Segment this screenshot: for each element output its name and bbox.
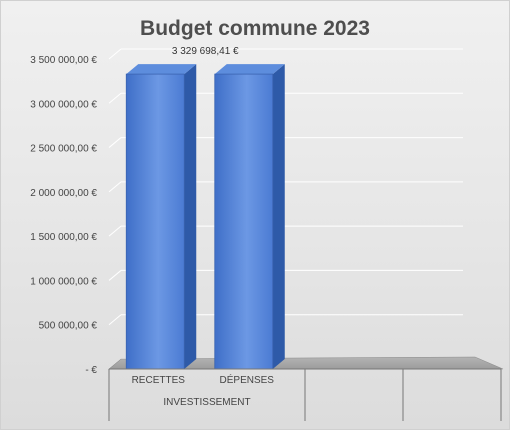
gridline-side bbox=[108, 270, 122, 281]
bar-top bbox=[214, 64, 285, 75]
y-tick-label: - € bbox=[85, 365, 97, 376]
chart-title: Budget commune 2023 bbox=[140, 17, 370, 40]
bar-front bbox=[125, 73, 185, 370]
bar-side bbox=[272, 64, 285, 369]
bar bbox=[125, 64, 197, 370]
category-label: RECETTES bbox=[132, 375, 186, 386]
y-tick-label: 3 500 000,00 € bbox=[30, 55, 97, 66]
gridline-side bbox=[108, 137, 122, 148]
bar-front bbox=[214, 73, 274, 370]
category-label: DÉPENSES bbox=[220, 373, 275, 386]
gridline-side bbox=[108, 181, 122, 193]
gridline-side bbox=[108, 314, 122, 326]
y-tick-label: 1 000 000,00 € bbox=[30, 276, 97, 287]
y-tick-label: 2 000 000,00 € bbox=[30, 188, 97, 199]
y-tick-label: 1 500 000,00 € bbox=[30, 232, 97, 243]
group-label: INVESTISSEMENT bbox=[163, 397, 250, 408]
bar bbox=[214, 64, 285, 370]
bar-side bbox=[184, 64, 197, 369]
bar-top bbox=[126, 64, 197, 75]
category-axis bbox=[108, 368, 502, 421]
gridline-side bbox=[108, 48, 122, 60]
gridline-side bbox=[108, 225, 122, 237]
data-label: 3 329 698,41 € bbox=[172, 46, 239, 57]
y-tick-label: 3 000 000,00 € bbox=[30, 99, 97, 110]
y-tick-label: 2 500 000,00 € bbox=[30, 144, 97, 155]
gridline-side bbox=[108, 92, 122, 104]
y-tick-label: 500 000,00 € bbox=[39, 321, 98, 332]
